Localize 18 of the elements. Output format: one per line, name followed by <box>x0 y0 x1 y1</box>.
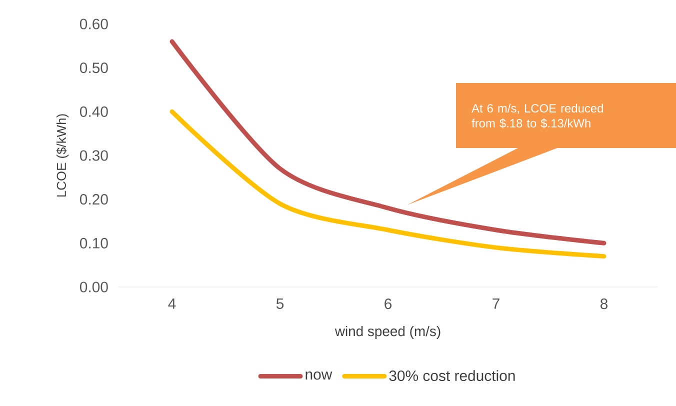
legend-label: now <box>306 371 332 380</box>
y-axis-title: LCOE ($/kWh) <box>56 114 69 197</box>
x-tick-label: 5 <box>276 298 284 309</box>
x-axis-title: wind speed (m/s) <box>334 326 440 339</box>
x-tick-label: 7 <box>492 298 500 309</box>
legend-label: 30% cost reduction <box>389 370 515 382</box>
x-tick-label: 8 <box>600 298 608 310</box>
y-tick-label: 0.00 <box>80 282 108 292</box>
y-tick-label: 0.20 <box>80 194 108 205</box>
x-tick-label: 4 <box>168 298 176 309</box>
y-tick-label: 0.40 <box>80 106 108 117</box>
y-tick-label: 0.50 <box>80 62 108 74</box>
x-tick-label: 6 <box>384 298 392 310</box>
y-tick-label: 0.60 <box>80 18 108 30</box>
annotation: At 6 m/s, LCOE reduced from $.18 to $.13/kWh <box>472 104 603 128</box>
line-series <box>170 39 606 246</box>
y-tick-label: 0.10 <box>80 238 108 248</box>
y-tick-label: 0.30 <box>80 150 108 161</box>
